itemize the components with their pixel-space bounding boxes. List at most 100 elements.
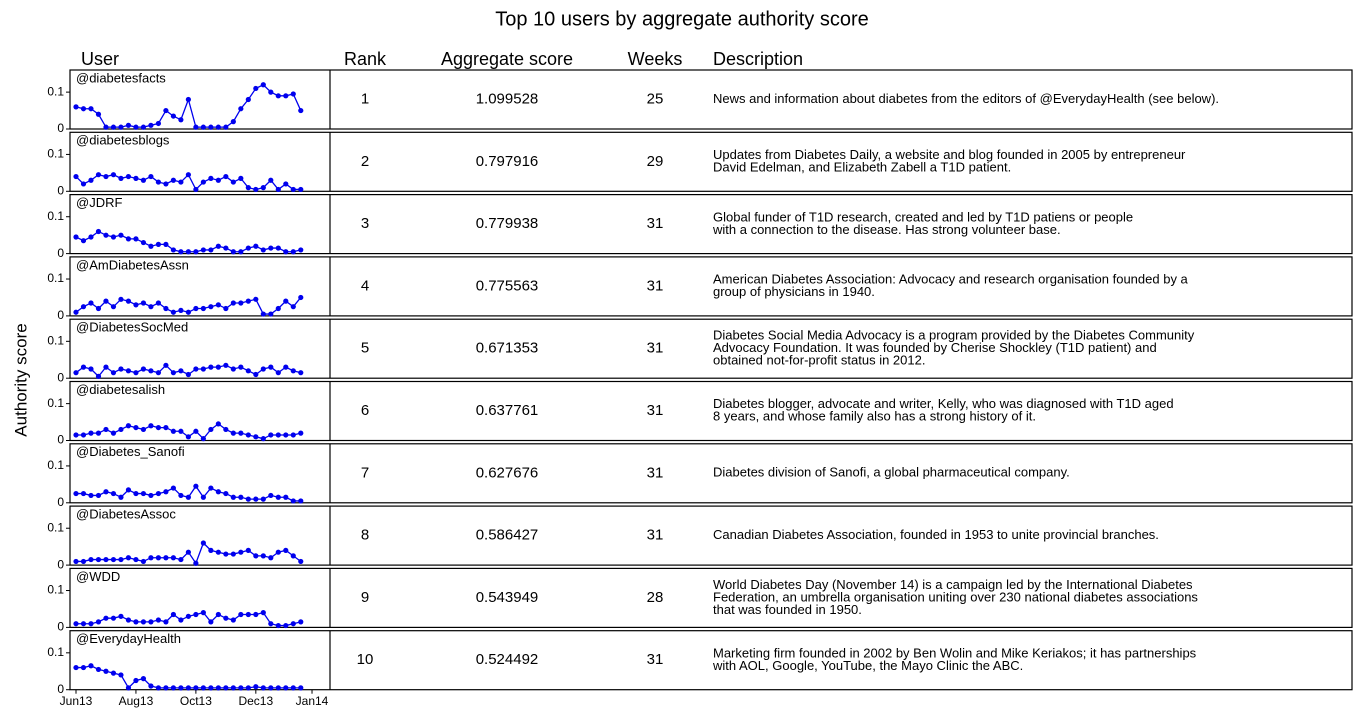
point (148, 304, 154, 310)
point (275, 245, 281, 251)
point (80, 238, 87, 244)
description: obtained not-for-profit status in 2012. (713, 353, 925, 368)
point (95, 430, 102, 436)
description: with AOL, Google, YouTube, the Mayo Clin… (712, 658, 1023, 673)
sparkline (75, 230, 301, 253)
point (215, 489, 221, 495)
point (103, 298, 109, 304)
point (245, 611, 251, 618)
row-frame (69, 194, 1353, 255)
point (125, 368, 132, 374)
x-tick-label: Aug13 (119, 694, 154, 708)
y-tick-label: 0.1 (47, 396, 64, 410)
weeks: 29 (647, 153, 664, 170)
point (178, 368, 184, 374)
point (155, 241, 162, 247)
point (88, 177, 94, 183)
point (125, 173, 132, 180)
user-name: @JDRF (76, 195, 122, 210)
point (298, 107, 304, 114)
score: 0.586427 (476, 527, 539, 544)
rank: 4 (361, 277, 369, 294)
point (245, 432, 251, 438)
point (80, 304, 87, 310)
point (178, 428, 184, 434)
point (110, 304, 117, 310)
point (163, 685, 169, 691)
point (185, 685, 191, 691)
point (275, 432, 281, 438)
point (88, 492, 94, 499)
point (245, 685, 251, 691)
point (238, 685, 244, 691)
point (260, 247, 266, 253)
point (103, 556, 109, 563)
point (230, 494, 236, 500)
point (275, 93, 281, 99)
point (118, 366, 124, 372)
point (163, 619, 169, 625)
row-frame (69, 505, 1353, 566)
point (73, 621, 79, 627)
point (155, 424, 162, 431)
point (260, 185, 266, 191)
point (140, 177, 147, 183)
rank: 1 (361, 90, 369, 107)
point (253, 611, 259, 618)
point (223, 551, 229, 557)
description: Canadian Diabetes Association, founded i… (713, 527, 1159, 542)
point (155, 370, 162, 376)
point (73, 234, 79, 240)
point (155, 617, 162, 623)
point (133, 677, 139, 684)
point (110, 490, 117, 497)
point (215, 685, 221, 691)
point (148, 492, 154, 499)
point (193, 305, 199, 312)
y-tick-label: 0.1 (47, 84, 64, 98)
point (283, 685, 289, 691)
point (298, 294, 304, 301)
point (110, 234, 117, 240)
point (193, 611, 199, 618)
point (73, 370, 79, 376)
score: 0.627676 (476, 464, 539, 481)
point (290, 91, 296, 97)
description: Federation, an umbrella organisation uni… (713, 589, 1198, 604)
point (245, 368, 251, 374)
point (238, 549, 244, 555)
point (223, 305, 229, 312)
point (148, 243, 154, 249)
point (275, 685, 281, 691)
point (110, 124, 117, 130)
point (148, 555, 154, 561)
point (125, 236, 132, 242)
user-name: @diabetesalish (76, 382, 165, 397)
point (223, 615, 229, 621)
chart-title: Top 10 users by aggregate authority scor… (495, 8, 869, 30)
point (148, 368, 154, 374)
point (200, 540, 206, 546)
point (178, 685, 184, 691)
point (275, 494, 281, 500)
point (260, 610, 266, 616)
point (170, 555, 177, 561)
point (103, 668, 109, 674)
row-frame (69, 69, 1353, 130)
point (223, 362, 229, 368)
point (118, 124, 124, 130)
point (170, 177, 177, 183)
point (170, 611, 177, 618)
point (290, 186, 296, 193)
point (208, 485, 214, 491)
point (298, 247, 304, 253)
point (170, 428, 177, 434)
point (148, 122, 154, 128)
point (215, 549, 221, 555)
point (200, 124, 206, 130)
description: group of physicians in 1940. (713, 284, 875, 299)
point (178, 249, 184, 255)
point (95, 556, 102, 563)
column-header: Rank (344, 49, 387, 69)
point (148, 423, 154, 429)
